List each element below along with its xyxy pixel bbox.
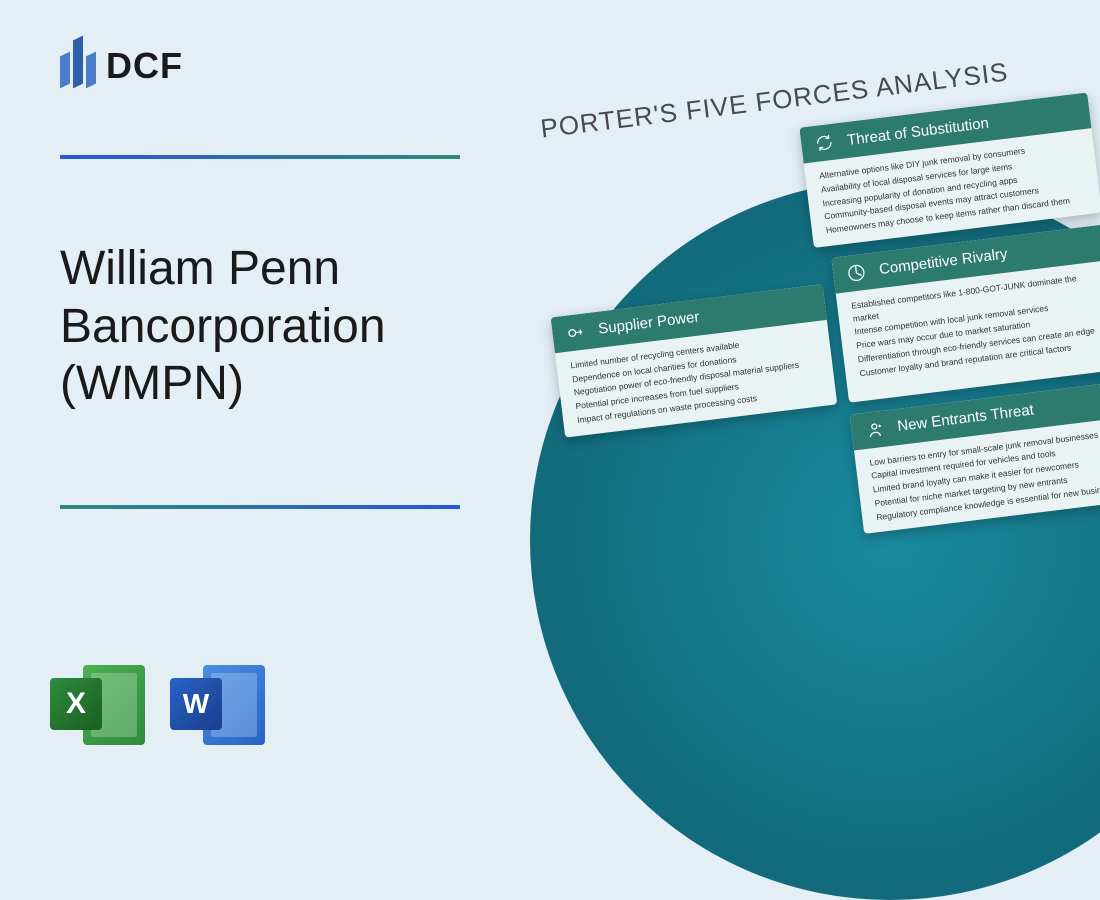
person-icon bbox=[862, 417, 887, 442]
logo-bars bbox=[60, 46, 96, 86]
divider-bottom bbox=[60, 505, 460, 509]
excel-front: X bbox=[50, 678, 102, 730]
card-title: Supplier Power bbox=[597, 309, 700, 338]
word-letter: W bbox=[183, 688, 209, 720]
dcf-logo: DCF bbox=[60, 45, 183, 87]
company-title: William Penn Bancorporation (WMPN) bbox=[60, 240, 500, 413]
card-substitution: Threat of Substitution Alternative optio… bbox=[799, 92, 1100, 247]
file-icons: X W bbox=[50, 660, 265, 750]
chart-icon bbox=[844, 260, 869, 285]
word-icon[interactable]: W bbox=[170, 660, 265, 750]
excel-icon[interactable]: X bbox=[50, 660, 145, 750]
cards-container: Threat of Substitution Alternative optio… bbox=[531, 92, 1100, 580]
logo-bar bbox=[60, 52, 70, 89]
excel-letter: X bbox=[66, 687, 86, 721]
word-front: W bbox=[170, 678, 222, 730]
logo-bar bbox=[73, 36, 83, 89]
key-icon bbox=[563, 320, 588, 345]
logo-bar bbox=[86, 52, 96, 89]
divider-top bbox=[60, 155, 460, 159]
card-supplier: Supplier Power Limited number of recycli… bbox=[551, 284, 838, 437]
logo-text: DCF bbox=[106, 45, 183, 87]
refresh-icon bbox=[812, 131, 837, 156]
